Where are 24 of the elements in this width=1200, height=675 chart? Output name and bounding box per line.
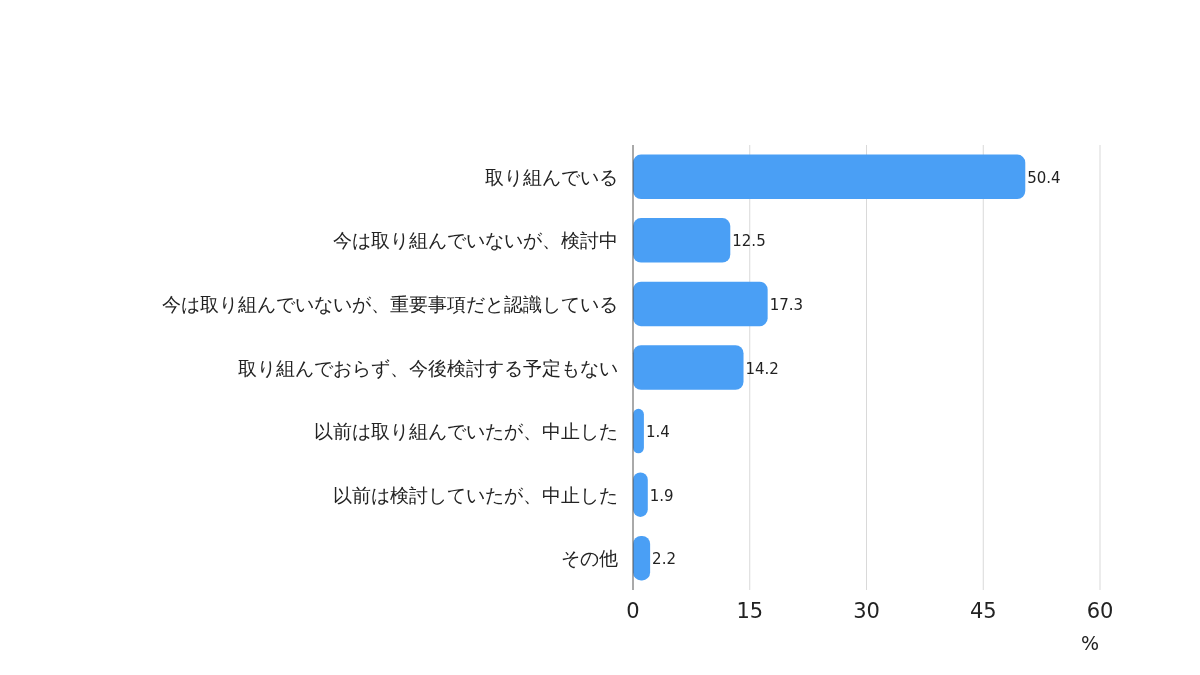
x-tick-label: 45 [969,599,997,623]
y-tick-label: その他 [561,547,618,570]
data-label: 50.4 [1027,168,1061,187]
y-tick-label: 今は取り組んでいないが、検討中 [333,229,618,252]
bar [633,154,1026,200]
data-label: 1.9 [649,486,674,505]
x-tick-label: 0 [626,599,640,623]
y-tick-label: 以前は検討していたが、中止した [333,483,618,506]
y-tick-label: 取り組んでおらず、今後検討する予定もない [238,356,618,379]
data-label: 14.2 [745,359,779,378]
data-label: 17.3 [769,295,804,314]
data-label: 2.2 [652,550,676,569]
data-label: 1.4 [645,423,670,442]
x-axis-title: % [1080,632,1100,654]
bar [633,218,731,263]
x-tick-label: 30 [853,599,880,623]
x-tick-label: 15 [736,599,764,623]
bar [633,345,744,390]
y-tick-label: 取り組んでいる [485,165,618,188]
x-tick-label: 60 [1086,599,1114,623]
y-tick-label: 今は取り組んでいないが、重要事項だと認識している [162,292,618,315]
bar [633,281,768,327]
data-label: 12.5 [732,232,766,251]
y-tick-label: 以前は取り組んでいたが、中止した [314,420,618,443]
